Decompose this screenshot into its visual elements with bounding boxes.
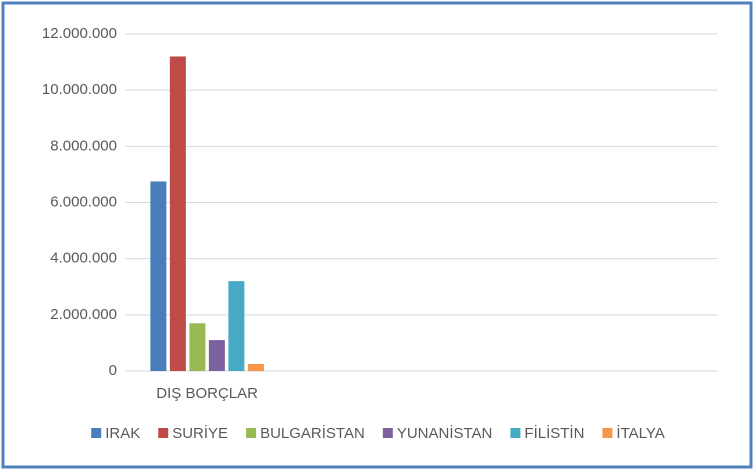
bar [247,363,264,371]
bar [228,281,245,371]
legend-swatch [91,428,102,438]
bar [208,340,225,371]
y-tick-label: 12.000.000 [42,25,117,42]
y-tick-label: 2.000.000 [50,306,117,323]
legend-label: IRAK [105,425,140,442]
y-tick-label: 8.000.000 [50,137,117,154]
legend-label: FİLİSTİN [524,424,584,442]
legend-label: İTALYA [616,424,664,442]
bar [150,181,167,371]
bar [169,56,186,371]
x-tick-label: DIŞ BORÇLAR [156,385,258,402]
y-tick-label: 10.000.000 [42,81,117,98]
y-tick-label: 4.000.000 [50,250,117,267]
legend-swatch [246,428,257,438]
legend-swatch [158,428,169,438]
y-tick-label: 0 [109,362,117,379]
legend-swatch [510,428,521,438]
legend-label: YUNANİSTAN [397,424,493,442]
bar [189,323,206,371]
y-tick-label: 6.000.000 [50,193,117,210]
legend-label: BULGARİSTAN [260,424,365,442]
legend-swatch [602,428,613,438]
legend-label: SURİYE [172,424,228,442]
legend-swatch [382,428,393,438]
